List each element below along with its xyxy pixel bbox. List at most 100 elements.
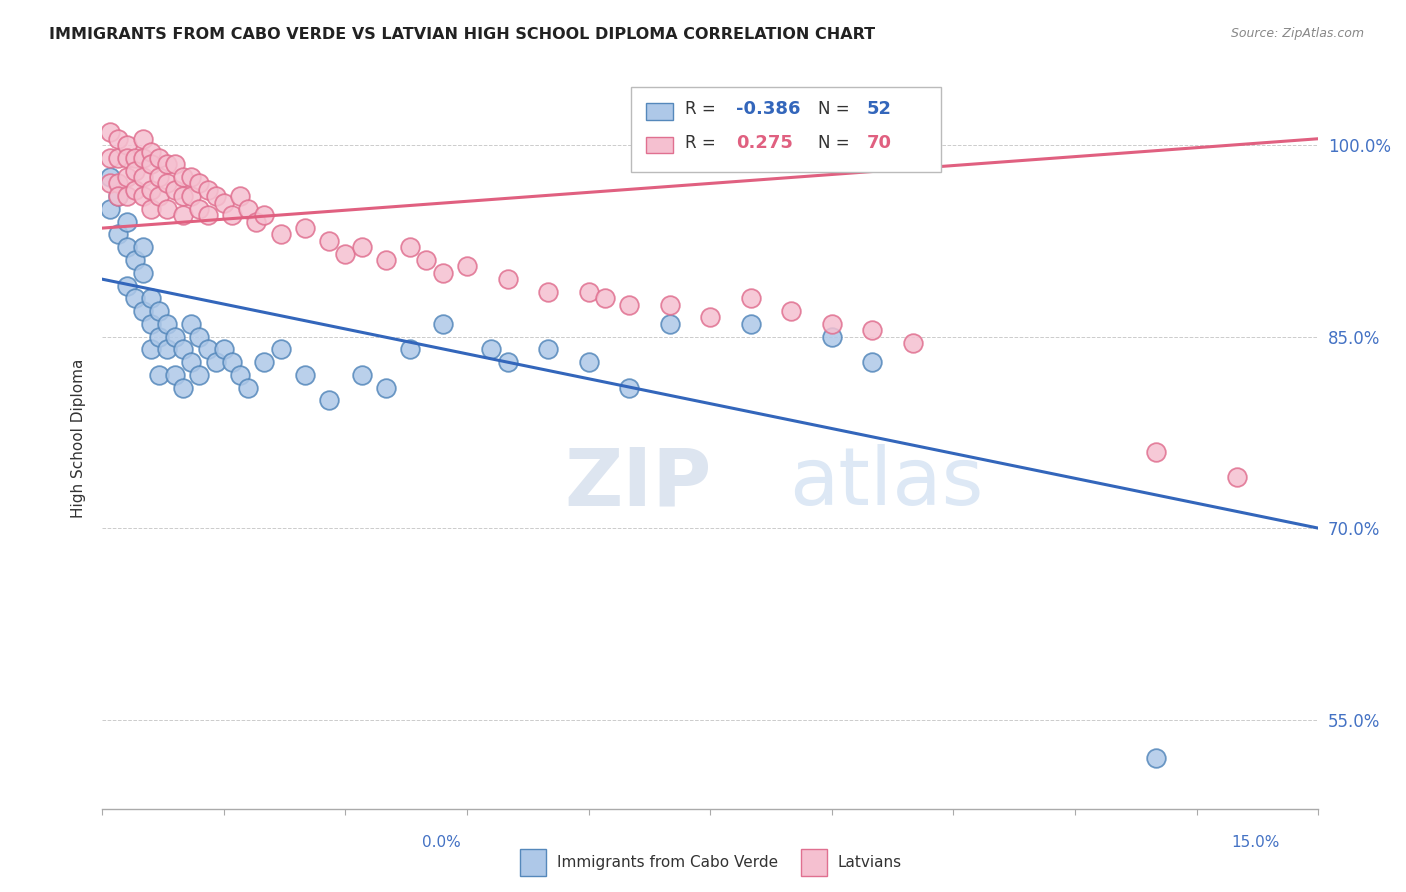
Text: N =: N =: [818, 134, 851, 152]
Point: [212, 195, 235, 210]
Point: [1226, 470, 1249, 484]
Point: [180, 355, 202, 369]
Point: [180, 169, 202, 184]
Point: [253, 208, 276, 222]
Point: [148, 368, 170, 382]
Point: [204, 355, 226, 369]
Point: [115, 240, 138, 254]
Text: Latvians: Latvians: [838, 855, 903, 870]
Point: [156, 157, 179, 171]
Point: [139, 145, 162, 159]
Point: [156, 202, 179, 216]
Point: [132, 132, 155, 146]
Point: [537, 343, 560, 357]
Point: [139, 183, 162, 197]
Point: [156, 177, 179, 191]
Point: [115, 169, 138, 184]
Point: [165, 157, 187, 171]
Point: [115, 151, 138, 165]
Point: [139, 157, 162, 171]
Y-axis label: High School Diploma: High School Diploma: [72, 359, 86, 518]
Point: [132, 266, 155, 280]
Point: [197, 208, 219, 222]
Point: [115, 278, 138, 293]
Point: [124, 163, 146, 178]
Point: [115, 215, 138, 229]
Point: [780, 304, 803, 318]
Point: [98, 169, 121, 184]
Point: [821, 329, 844, 343]
Text: 0.0%: 0.0%: [422, 836, 461, 850]
Text: R =: R =: [685, 134, 716, 152]
Point: [197, 183, 219, 197]
Point: [98, 177, 121, 191]
Point: [821, 317, 844, 331]
Point: [107, 151, 129, 165]
Point: [375, 253, 398, 268]
Point: [139, 343, 162, 357]
Point: [496, 355, 519, 369]
Point: [593, 291, 616, 305]
Point: [180, 189, 202, 203]
Point: [245, 215, 267, 229]
Point: [432, 266, 454, 280]
Point: [139, 202, 162, 216]
Point: [132, 189, 155, 203]
Point: [617, 381, 640, 395]
FancyBboxPatch shape: [631, 87, 941, 172]
Point: [124, 291, 146, 305]
Point: [229, 189, 252, 203]
Point: [124, 183, 146, 197]
Point: [188, 368, 211, 382]
Point: [318, 234, 340, 248]
Point: [432, 317, 454, 331]
Point: [399, 240, 422, 254]
Point: [107, 189, 129, 203]
Point: [98, 151, 121, 165]
Point: [107, 189, 129, 203]
Point: [860, 355, 883, 369]
Point: [658, 317, 681, 331]
Point: [188, 329, 211, 343]
Point: [270, 343, 292, 357]
Point: [294, 368, 316, 382]
Point: [172, 208, 194, 222]
FancyBboxPatch shape: [645, 103, 672, 120]
Point: [132, 151, 155, 165]
Text: -0.386: -0.386: [735, 100, 800, 119]
Text: IMMIGRANTS FROM CABO VERDE VS LATVIAN HIGH SCHOOL DIPLOMA CORRELATION CHART: IMMIGRANTS FROM CABO VERDE VS LATVIAN HI…: [49, 27, 876, 42]
Point: [901, 336, 924, 351]
Point: [740, 291, 762, 305]
Point: [399, 343, 422, 357]
Point: [132, 240, 155, 254]
Text: 0.275: 0.275: [735, 134, 793, 152]
Point: [172, 189, 194, 203]
Point: [124, 253, 146, 268]
Point: [165, 183, 187, 197]
Point: [617, 298, 640, 312]
Point: [1144, 751, 1167, 765]
Point: [124, 151, 146, 165]
Point: [860, 323, 883, 337]
Point: [221, 355, 243, 369]
Point: [115, 189, 138, 203]
Point: [350, 240, 373, 254]
Text: ZIP: ZIP: [564, 444, 711, 522]
Point: [115, 138, 138, 153]
Point: [294, 221, 316, 235]
Point: [578, 285, 600, 299]
Point: [699, 310, 721, 325]
Point: [156, 343, 179, 357]
Point: [204, 189, 226, 203]
Text: atlas: atlas: [789, 444, 984, 522]
Point: [658, 298, 681, 312]
Point: [229, 368, 252, 382]
Point: [221, 208, 243, 222]
Point: [197, 343, 219, 357]
Point: [253, 355, 276, 369]
Point: [270, 227, 292, 242]
Point: [148, 189, 170, 203]
Text: N =: N =: [818, 100, 851, 119]
Point: [236, 381, 259, 395]
Point: [172, 343, 194, 357]
